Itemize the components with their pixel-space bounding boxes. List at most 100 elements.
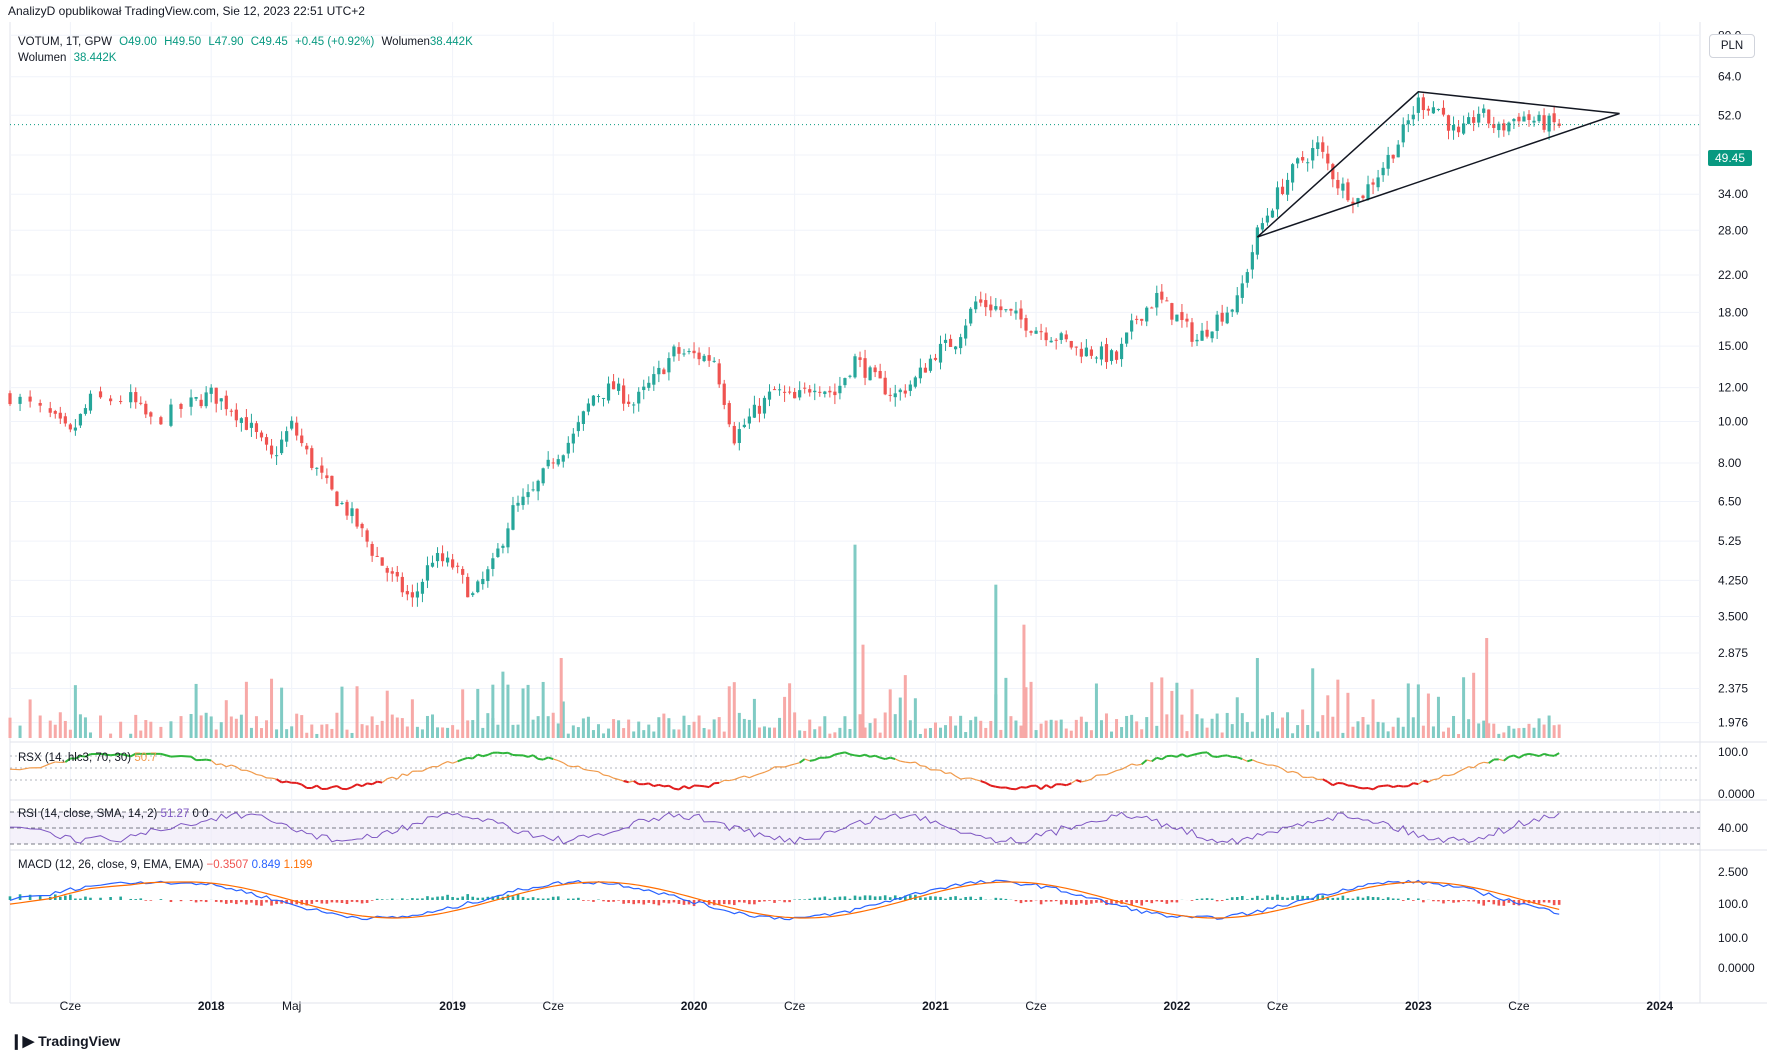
volume-bar xyxy=(1175,682,1179,738)
rsx-segment xyxy=(1458,768,1464,773)
volume-bar xyxy=(204,712,208,738)
macd-histogram-bar xyxy=(1105,900,1108,905)
candle-body xyxy=(506,528,510,548)
rsx-segment xyxy=(1015,786,1022,791)
footer-brand[interactable]: ❙▶ TradingView xyxy=(10,1032,120,1050)
macd-histogram-bar xyxy=(1467,900,1470,902)
volume-bar xyxy=(607,728,611,738)
candle-body xyxy=(254,423,259,433)
candle-body xyxy=(1210,331,1214,339)
macd-histogram-bar xyxy=(1502,900,1506,906)
candle-body xyxy=(677,347,681,354)
candle-body xyxy=(405,591,409,595)
volume-bar xyxy=(496,724,500,738)
macd-histogram-bar xyxy=(134,899,138,900)
candle-body xyxy=(451,559,455,568)
macd-histogram-bar xyxy=(1080,900,1083,904)
macd-histogram-bar xyxy=(567,898,570,900)
candle-body xyxy=(365,530,369,542)
candle-body xyxy=(1260,223,1265,230)
candle-body xyxy=(737,429,741,443)
volume-bar xyxy=(441,727,445,738)
currency-button[interactable]: PLN xyxy=(1709,34,1755,58)
macd-histogram-bar xyxy=(1160,900,1164,902)
macd-histogram-bar xyxy=(682,900,686,905)
time-axis-label: 2020 xyxy=(681,999,708,1013)
candle-body xyxy=(772,389,777,391)
rsx-segment xyxy=(351,783,358,788)
macd-histogram-bar xyxy=(944,898,947,900)
candle-body xyxy=(340,503,344,505)
candle-body xyxy=(551,462,555,464)
rsx-segment xyxy=(331,784,338,789)
candle-body xyxy=(541,468,545,484)
macd-histogram-bar xyxy=(1331,897,1335,900)
candle-body xyxy=(1547,115,1551,132)
volume-bar xyxy=(58,712,62,738)
volume-bar xyxy=(1366,724,1370,738)
rsx-segment xyxy=(1438,774,1444,780)
volume-bar xyxy=(370,716,374,738)
volume-legend[interactable]: Wolumen 38.442K xyxy=(18,52,120,64)
volume-bar xyxy=(129,733,133,738)
rsi-line xyxy=(9,811,1560,845)
volume-bar xyxy=(68,729,72,738)
macd-histogram-bar xyxy=(406,899,409,900)
volume-bar xyxy=(1019,725,1023,738)
rsx-segment xyxy=(437,763,443,768)
candle-body xyxy=(657,367,661,375)
rsx-segment xyxy=(497,751,504,755)
candle-body xyxy=(1009,308,1013,311)
volume-bar xyxy=(511,724,515,738)
rsx-segment xyxy=(749,775,755,779)
candle-body xyxy=(722,383,726,405)
macd-histogram-bar xyxy=(1517,900,1521,906)
volume-bar xyxy=(798,730,802,738)
volume-bar xyxy=(898,697,902,738)
candle-body xyxy=(1140,318,1144,321)
candle-body xyxy=(1336,179,1340,189)
candle-body xyxy=(129,392,133,403)
macd-histogram-bar xyxy=(365,900,369,903)
candle-body xyxy=(295,422,299,436)
candle-body xyxy=(108,398,113,402)
candle-body xyxy=(717,363,721,385)
macd-histogram-bar xyxy=(1059,900,1063,905)
macd-legend[interactable]: MACD (12, 26, close, 9, EMA, EMA) −0.350… xyxy=(18,859,312,871)
candle-body xyxy=(1296,158,1300,164)
macd-histogram-bar xyxy=(355,900,359,903)
macd-histogram-bar xyxy=(285,900,288,904)
candle-body xyxy=(1044,332,1048,341)
rsx-segment xyxy=(1065,782,1072,787)
candle-body xyxy=(456,565,460,567)
candle-body xyxy=(762,397,767,414)
volume-bar xyxy=(692,721,696,738)
symbol-legend[interactable]: VOTUM, 1T, GPW O49.00 H49.50 L47.90 C49.… xyxy=(18,36,477,48)
rsx-segment xyxy=(190,755,197,761)
volume-bar xyxy=(461,689,465,738)
volume-bar xyxy=(923,728,927,738)
price-axis-label: 52.0 xyxy=(1718,108,1742,122)
price-axis-label: 2.875 xyxy=(1718,646,1748,660)
rsx-segment xyxy=(170,755,182,758)
rsx-segment xyxy=(1236,756,1243,760)
volume-bar xyxy=(1411,717,1415,738)
rsx-legend[interactable]: RSX (14, hlc3, 70, 30) 50.7 xyxy=(18,752,157,764)
candle-body xyxy=(83,408,88,414)
volume-bar-spike xyxy=(861,644,865,738)
rsx-segment xyxy=(1272,764,1278,767)
rsx-segment xyxy=(220,763,227,768)
macd-histogram-bar xyxy=(572,898,575,900)
rsi-legend[interactable]: RSI (14, close, SMA, 14, 2) 51.27 0 0 xyxy=(18,808,209,820)
symbol-name[interactable]: VOTUM, 1T, GPW xyxy=(18,36,112,48)
candle-body xyxy=(410,592,414,598)
macd-histogram-bar xyxy=(240,900,243,903)
candle-body xyxy=(1426,108,1430,111)
rsx-segment xyxy=(1146,759,1152,762)
rsx-segment xyxy=(1216,754,1223,758)
candle-body xyxy=(1522,116,1526,122)
rsx-segment xyxy=(879,756,886,761)
volume-bar xyxy=(1115,719,1119,738)
candle-body xyxy=(1250,252,1254,270)
